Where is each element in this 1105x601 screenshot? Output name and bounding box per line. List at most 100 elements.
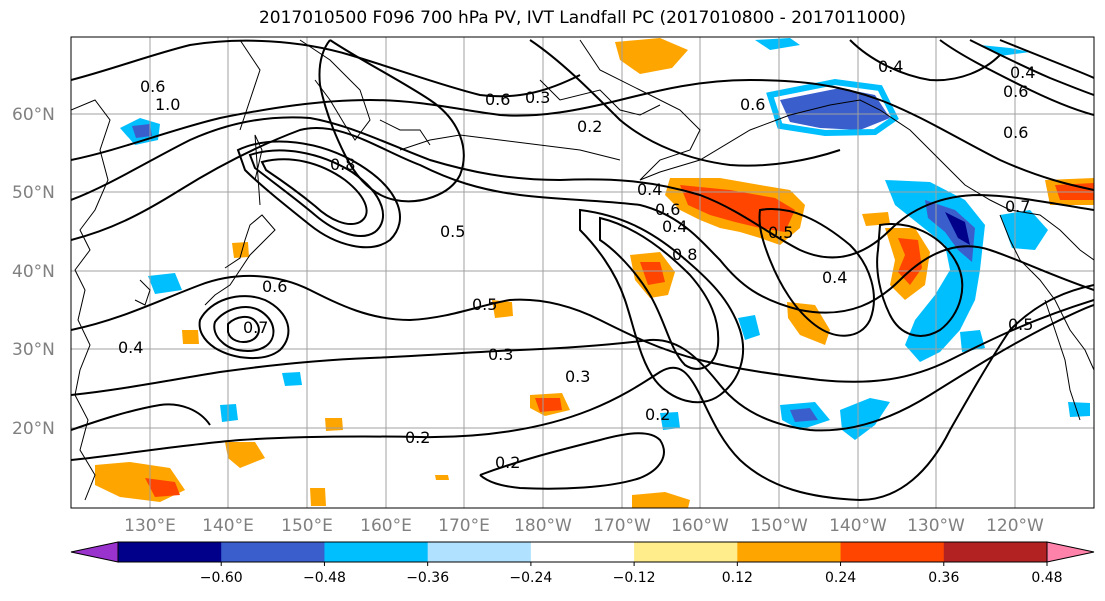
colorbar-tick-label: 0.36	[928, 570, 959, 586]
lon-label: 130°E	[124, 516, 176, 536]
shading-blue-topright	[980, 45, 1030, 56]
contour-9	[579, 208, 745, 404]
contour-label: 0.6	[655, 200, 680, 219]
shading-navy-northeast	[945, 212, 970, 245]
lon-label: 130°W	[907, 516, 965, 536]
colorbar-tick-label: −0.48	[303, 570, 346, 586]
colorbar-arrow-left	[70, 541, 119, 563]
colorbar-cell	[840, 542, 945, 562]
colorbar-cell	[221, 542, 325, 562]
colorbar-tick-label: 0.24	[825, 570, 856, 586]
pv-contours	[71, 39, 1094, 502]
shading-blue-top	[755, 38, 800, 50]
shading-blue-alaska	[780, 88, 890, 130]
contour-label: 0.3	[525, 88, 550, 107]
lat-label: 20°N	[12, 419, 55, 439]
contour-8	[479, 432, 665, 490]
lon-label: 170°E	[438, 516, 490, 536]
contour-1	[71, 127, 1094, 314]
contour-3	[71, 78, 1094, 191]
colorbar-arrow-right	[1046, 541, 1095, 563]
contour-label: 0.8	[672, 245, 697, 264]
shading-darkblue-subtropic	[790, 408, 818, 422]
contour-label: 0.4	[662, 217, 687, 236]
lon-label: 180°W	[514, 516, 572, 536]
shading-orange-small-2	[492, 300, 513, 318]
map-title: 2017010500 F096 700 hPa PV, IVT Landfall…	[258, 8, 906, 28]
contour-label: 0.6	[1003, 82, 1028, 101]
shading-blue-mid	[738, 315, 760, 340]
shading-red-east	[898, 238, 922, 285]
contour-label: 0.6	[140, 77, 165, 96]
shading-orange-small-4	[325, 418, 343, 431]
colorbar-cell	[737, 542, 842, 562]
shading-orange-small-6	[232, 242, 249, 258]
shading-blue-small-4	[660, 412, 680, 430]
contour-17	[248, 149, 384, 237]
colorbar-tick-label: 0.12	[722, 570, 753, 586]
lat-labels: 60°N 50°N 40°N 30°N 20°N	[12, 105, 55, 439]
contour-label: 0.8	[330, 155, 355, 174]
lon-label: 160°W	[671, 516, 729, 536]
contour-label: 0.5	[440, 222, 465, 241]
contour-15	[227, 316, 260, 343]
contour-25	[529, 39, 841, 167]
contour-24	[71, 403, 211, 431]
shading-blue-small-5	[1068, 402, 1090, 417]
lon-label: 120°W	[986, 516, 1044, 536]
contour-23	[849, 39, 1001, 82]
colorbar-cell	[427, 542, 532, 562]
shading-orange-small-1	[225, 442, 265, 468]
contour-label: 0.3	[565, 367, 590, 386]
colorbar-cell	[943, 542, 1048, 562]
coast-okhotsk	[239, 39, 261, 131]
colorbar-cell	[634, 542, 738, 562]
shading-orange-small-5	[310, 488, 326, 506]
colorbar-cell	[530, 542, 635, 562]
lat-label: 60°N	[12, 105, 55, 125]
coast-baja	[1044, 299, 1081, 421]
lon-label: 150°E	[281, 516, 333, 536]
colorbar-tick-label: −0.60	[200, 570, 243, 586]
shading-red-mid	[640, 262, 665, 285]
contour-label: 0.6	[740, 95, 765, 114]
colorbar-cell	[118, 542, 222, 562]
contour-14	[213, 306, 275, 352]
shading-red-subtropic	[535, 398, 562, 412]
shading-lightblue-alaska	[766, 78, 899, 137]
contour-5	[71, 275, 1094, 383]
contour-16	[236, 140, 401, 249]
shading-red-gulf	[680, 185, 795, 232]
colorbar-tick-label: 0.48	[1031, 570, 1062, 586]
contour-13	[198, 295, 290, 360]
contour-2	[71, 116, 1094, 259]
lon-label: 140°E	[202, 516, 254, 536]
contour-label: 0.2	[577, 117, 602, 136]
contour-label: 0.2	[495, 453, 520, 472]
lon-label: 150°W	[750, 516, 808, 536]
shading-blue-small-3	[148, 273, 182, 294]
plot-frame	[70, 36, 1095, 509]
coast-japan	[204, 214, 276, 306]
coast-alaska	[579, 39, 1094, 261]
contour-label: 0.4	[878, 57, 903, 76]
contour-labels: 0.6 1.0 0.7 0.4 0.8 0.3 0.6 0.2 0.6 0.4 …	[118, 57, 1035, 472]
contour-label: 0.4	[118, 338, 143, 357]
contour-label: 0.5	[472, 295, 497, 314]
contour-label: 0.3	[488, 345, 513, 364]
coast-alaska-inner	[539, 79, 661, 116]
contour-22	[999, 39, 1094, 79]
contour-12	[876, 223, 964, 337]
colorbar-cell	[324, 542, 429, 562]
shading-blue-coast	[1000, 210, 1048, 250]
contour-label: 0.2	[405, 428, 430, 447]
contour-label: 0.6	[262, 277, 287, 296]
contour-label: 0.4	[637, 180, 662, 199]
contour-label: 0.4	[1010, 63, 1035, 82]
contour-21	[969, 39, 1094, 96]
contour-label: 0.4	[822, 268, 847, 287]
colorbar-frame	[117, 541, 1048, 563]
lon-labels: 130°E 140°E 150°E 160°E 170°E 180°W 170°…	[124, 516, 1044, 536]
lon-label: 160°E	[360, 516, 412, 536]
